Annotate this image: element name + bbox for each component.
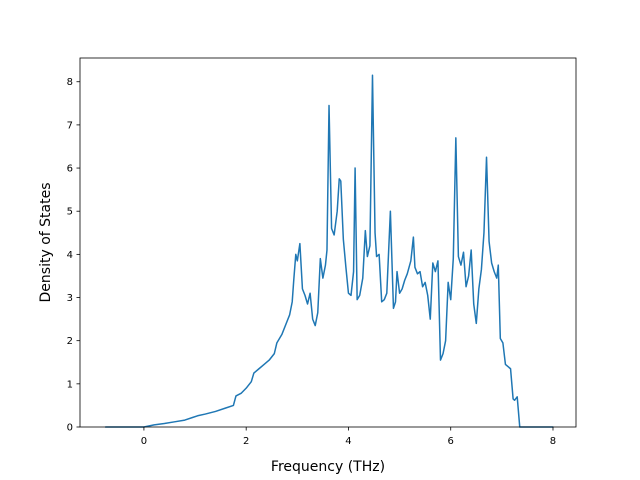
x-axis-label: Frequency (THz) (271, 459, 385, 475)
x-tick-label: 2 (243, 436, 249, 447)
y-tick-label: 8 (67, 77, 73, 88)
axis-ticks: 0 2 4 6 8 0 1 2 3 4 5 6 7 8 (67, 77, 557, 447)
x-tick-label: 0 (141, 436, 147, 447)
plot-area (104, 74, 554, 428)
y-tick-label: 4 (67, 250, 73, 261)
y-tick-label: 7 (67, 120, 73, 131)
y-tick-label: 3 (67, 293, 73, 304)
x-tick-label: 8 (550, 436, 556, 447)
y-tick-label: 6 (67, 164, 73, 175)
y-axis-label: Density of States (38, 183, 54, 303)
axes-frame (79, 57, 577, 428)
x-tick-label: 6 (448, 436, 454, 447)
y-tick-label: 2 (67, 336, 73, 347)
dos-series-line (104, 74, 554, 428)
y-tick-label: 5 (67, 207, 73, 218)
y-tick-label: 1 (67, 379, 73, 390)
x-tick-label: 4 (345, 436, 351, 447)
y-tick-label: 0 (67, 423, 73, 434)
